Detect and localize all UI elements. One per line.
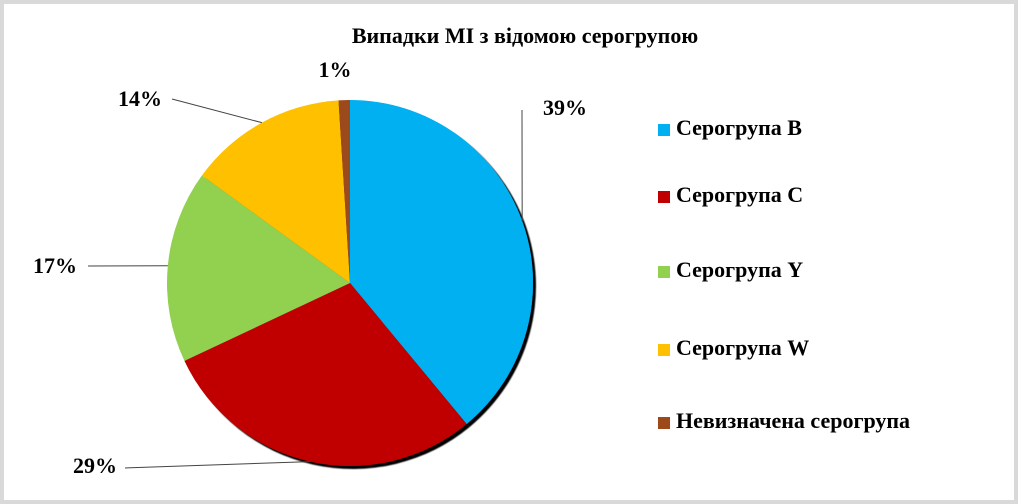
data-label: 39% [543, 95, 587, 120]
legend-swatch [658, 417, 670, 429]
chart-title: Випадки МІ з відомою серогрупою [352, 23, 698, 48]
data-label: 1% [319, 57, 352, 82]
data-label: 29% [73, 453, 117, 478]
legend-label: Серогрупа Y [676, 257, 803, 282]
data-label: 17% [33, 253, 77, 278]
legend-label: Серогрупа W [676, 335, 809, 360]
legend-label: Серогрупа C [676, 182, 803, 207]
pie-slice [350, 100, 533, 425]
legend-swatch [658, 191, 670, 203]
leader-line [171, 98, 262, 124]
leader-line [124, 461, 311, 469]
legend-swatch [658, 124, 670, 136]
pie-slice [167, 175, 350, 361]
legend-label: Невизначена серогрупа [676, 408, 910, 433]
pie-slice [338, 100, 350, 283]
legend-swatch [658, 344, 670, 356]
data-label: 14% [118, 86, 162, 111]
legend-label: Серогрупа B [676, 115, 802, 140]
pie-slice [201, 100, 350, 283]
pie-slice [184, 283, 467, 466]
legend-swatch [658, 266, 670, 278]
pie [167, 100, 533, 466]
